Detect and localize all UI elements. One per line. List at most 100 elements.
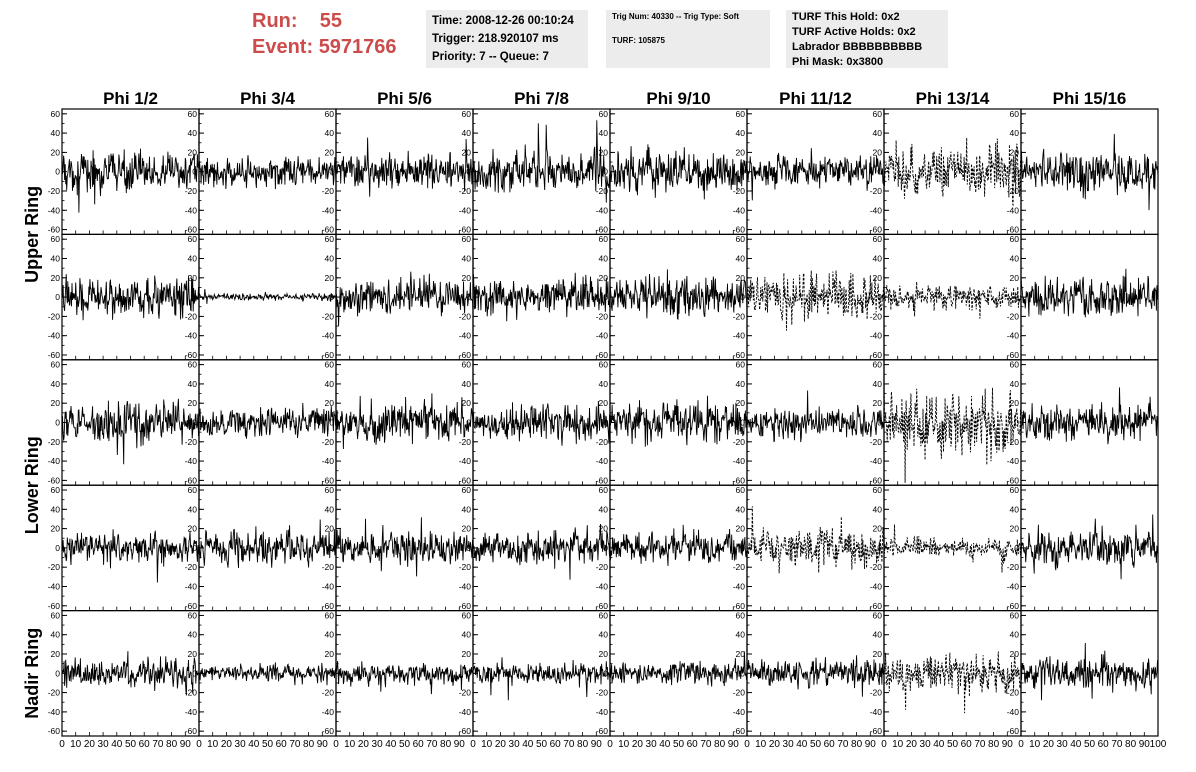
y-tick-label: 40 (325, 254, 335, 264)
x-tick-label: 80 (988, 739, 1000, 750)
y-tick-label: 0 (329, 668, 334, 678)
y-tick-label: -20 (185, 311, 198, 321)
y-tick-label: -40 (870, 581, 883, 591)
y-tick-label: 40 (1010, 379, 1020, 389)
y-tick-label: -60 (1007, 350, 1020, 360)
ring-label: Lower Ring (22, 436, 42, 534)
x-tick-label: 0 (470, 739, 476, 750)
x-tick-label: 50 (1084, 739, 1096, 750)
y-tick-label: 20 (325, 398, 335, 408)
y-tick-label: 0 (329, 418, 334, 428)
y-tick-label: 40 (325, 128, 335, 138)
x-tick-label: 40 (659, 739, 671, 750)
y-tick-label: 40 (325, 504, 335, 514)
y-tick-label: 20 (188, 524, 198, 534)
x-tick-label: 10 (618, 739, 630, 750)
y-tick-label: -60 (322, 475, 335, 485)
y-tick-label: 40 (873, 630, 883, 640)
y-tick-label: 60 (736, 485, 746, 495)
y-tick-label: 0 (466, 167, 471, 177)
x-tick-label: 20 (632, 739, 644, 750)
x-tick-label: 0 (333, 739, 339, 750)
y-tick-label: -40 (596, 707, 609, 717)
y-tick-label: -20 (733, 186, 746, 196)
waveform-trace (609, 395, 748, 447)
x-tick-label: 10 (755, 739, 767, 750)
y-tick-label: -40 (733, 456, 746, 466)
waveform-trace (883, 137, 1022, 207)
x-tick-label: 20 (906, 739, 918, 750)
y-tick-label: 20 (325, 649, 335, 659)
y-tick-label: -40 (185, 456, 198, 466)
waveform-trace (472, 523, 611, 580)
ring-label: Upper Ring (22, 186, 42, 283)
waveform-trace (746, 270, 885, 331)
y-tick-label: -40 (596, 331, 609, 341)
x-tick-label: 40 (522, 739, 534, 750)
x-tick-label: 40 (111, 739, 123, 750)
waveform-trace (472, 657, 611, 701)
y-tick-label: -40 (1007, 205, 1020, 215)
y-tick-label: -20 (596, 186, 609, 196)
y-tick-label: 20 (51, 524, 61, 534)
y-tick-label: 0 (603, 543, 608, 553)
y-tick-label: 0 (466, 668, 471, 678)
y-tick-label: -60 (459, 225, 472, 235)
y-tick-label: 60 (51, 610, 61, 620)
y-tick-label: -60 (596, 475, 609, 485)
y-tick-label: 60 (736, 610, 746, 620)
y-tick-label: -60 (185, 475, 198, 485)
y-tick-label: 0 (877, 543, 882, 553)
y-tick-label: 0 (740, 668, 745, 678)
y-tick-label: -20 (1007, 437, 1020, 447)
y-tick-label: 60 (599, 109, 609, 119)
x-tick-label: 0 (607, 739, 613, 750)
y-tick-label: -40 (870, 707, 883, 717)
y-tick-label: 40 (325, 630, 335, 640)
y-tick-label: -60 (870, 225, 883, 235)
y-tick-label: -40 (459, 456, 472, 466)
x-tick-label: 90 (317, 739, 329, 750)
y-tick-label: 0 (55, 167, 60, 177)
column-header: Phi 5/6 (377, 89, 432, 108)
x-tick-label: 60 (276, 739, 288, 750)
y-tick-label: 60 (873, 234, 883, 244)
x-tick-label: 30 (235, 739, 247, 750)
x-tick-label: 90 (1139, 739, 1151, 750)
y-tick-label: 60 (325, 485, 335, 495)
x-tick-label: 40 (933, 739, 945, 750)
y-tick-label: 40 (51, 379, 61, 389)
y-tick-label: 40 (736, 504, 746, 514)
y-tick-label: 20 (599, 398, 609, 408)
y-tick-label: 20 (462, 649, 472, 659)
y-tick-label: 0 (55, 543, 60, 553)
y-tick-label: -40 (1007, 331, 1020, 341)
y-tick-label: -60 (48, 726, 61, 736)
y-tick-label: 20 (51, 273, 61, 283)
x-tick-label: 40 (248, 739, 260, 750)
waveform-trace (335, 660, 474, 695)
y-tick-label: 0 (603, 418, 608, 428)
y-tick-label: -40 (1007, 581, 1020, 591)
y-tick-label: -20 (459, 562, 472, 572)
waveform-trace (472, 400, 611, 446)
x-tick-label: 30 (98, 739, 110, 750)
y-tick-label: -60 (322, 350, 335, 360)
y-tick-label: 0 (466, 418, 471, 428)
y-tick-label: -20 (733, 311, 746, 321)
y-tick-label: 40 (462, 254, 472, 264)
y-tick-label: -60 (870, 601, 883, 611)
y-tick-label: 40 (1010, 254, 1020, 264)
turf-text: TURF: 105875 (612, 36, 665, 45)
waveform-trace (198, 155, 337, 190)
y-tick-label: 40 (736, 254, 746, 264)
y-tick-label: 20 (736, 273, 746, 283)
y-tick-label: 20 (462, 273, 472, 283)
y-tick-label: 40 (51, 254, 61, 264)
y-tick-label: 0 (192, 668, 197, 678)
column-header: Phi 13/14 (916, 89, 990, 108)
y-tick-label: -20 (596, 311, 609, 321)
y-tick-label: -40 (48, 456, 61, 466)
y-tick-label: -20 (48, 437, 61, 447)
y-tick-label: 0 (1014, 543, 1019, 553)
